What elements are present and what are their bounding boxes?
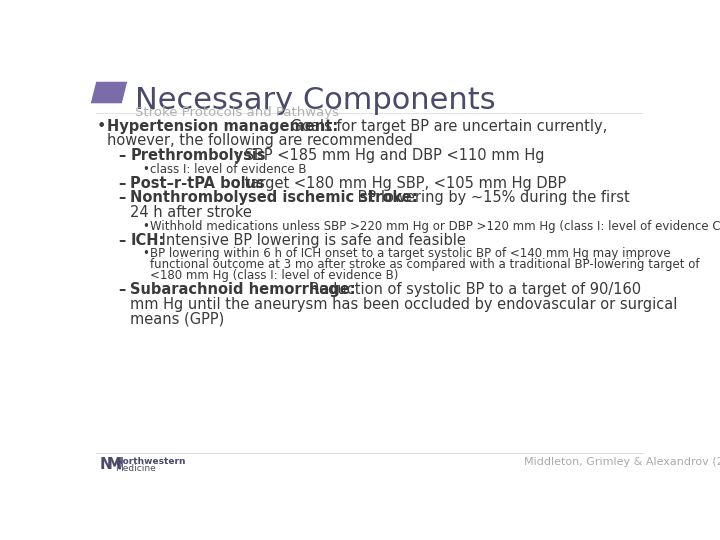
- Text: Intensive BP lowering is safe and feasible: Intensive BP lowering is safe and feasib…: [157, 233, 466, 248]
- Text: <180 mm Hg (class I: level of evidence B): <180 mm Hg (class I: level of evidence B…: [150, 269, 399, 282]
- Text: Hypertension management:: Hypertension management:: [107, 119, 338, 134]
- Text: Nonthrombolysed ischemic stroke:: Nonthrombolysed ischemic stroke:: [130, 190, 418, 205]
- Text: ICH:: ICH:: [130, 233, 165, 248]
- Text: –: –: [118, 233, 125, 248]
- Text: –: –: [118, 190, 125, 205]
- Text: –: –: [118, 176, 125, 191]
- Text: Post–r-tPA bolus: Post–r-tPA bolus: [130, 176, 265, 191]
- Text: Medicine: Medicine: [114, 464, 156, 472]
- Text: Prethrombolysis: Prethrombolysis: [130, 148, 266, 163]
- Text: means (GPP): means (GPP): [130, 311, 225, 326]
- Text: however, the following are recommended: however, the following are recommended: [107, 133, 413, 148]
- Text: Goals for target BP are uncertain currently,: Goals for target BP are uncertain curren…: [287, 119, 608, 134]
- Text: : target <180 mm Hg SBP, <105 mm Hg DBP: : target <180 mm Hg SBP, <105 mm Hg DBP: [235, 176, 566, 191]
- Text: M: M: [107, 457, 122, 472]
- Text: –: –: [118, 282, 125, 297]
- Text: class I: level of evidence B: class I: level of evidence B: [150, 163, 307, 176]
- Text: Withhold medications unless SBP >220 mm Hg or DBP >120 mm Hg (class I: level of : Withhold medications unless SBP >220 mm …: [150, 220, 720, 233]
- Polygon shape: [91, 82, 127, 103]
- Text: : SBP <185 mm Hg and DBP <110 mm Hg: : SBP <185 mm Hg and DBP <110 mm Hg: [235, 148, 545, 163]
- Text: Subarachnoid hemorrhage:: Subarachnoid hemorrhage:: [130, 282, 356, 297]
- Text: Northwestern: Northwestern: [114, 457, 185, 465]
- Text: –: –: [118, 148, 125, 163]
- Text: mm Hg until the aneurysm has been occluded by endovascular or surgical: mm Hg until the aneurysm has been occlud…: [130, 296, 678, 312]
- Text: Middleton, Grimley & Alexandrov (2015) Triage, treatment and transfer:....: Middleton, Grimley & Alexandrov (2015) T…: [524, 457, 720, 467]
- Text: •: •: [143, 220, 150, 233]
- Text: 24 h after stroke: 24 h after stroke: [130, 205, 252, 220]
- Text: functional outcome at 3 mo after stroke as compared with a traditional BP-loweri: functional outcome at 3 mo after stroke …: [150, 258, 700, 271]
- Text: Stroke Protocols and Pathways: Stroke Protocols and Pathways: [135, 106, 339, 119]
- Text: •: •: [96, 119, 106, 134]
- Text: N: N: [99, 457, 112, 472]
- Text: Necessary Components: Necessary Components: [135, 86, 495, 116]
- Text: •: •: [143, 163, 150, 176]
- Text: BP lowering within 6 h of ICH onset to a target systolic BP of <140 mm Hg may im: BP lowering within 6 h of ICH onset to a…: [150, 247, 671, 260]
- Text: BP lowering by ~15% during the first: BP lowering by ~15% during the first: [354, 190, 630, 205]
- Text: Reduction of systolic BP to a target of 90/160: Reduction of systolic BP to a target of …: [305, 282, 642, 297]
- Text: •: •: [143, 247, 150, 260]
